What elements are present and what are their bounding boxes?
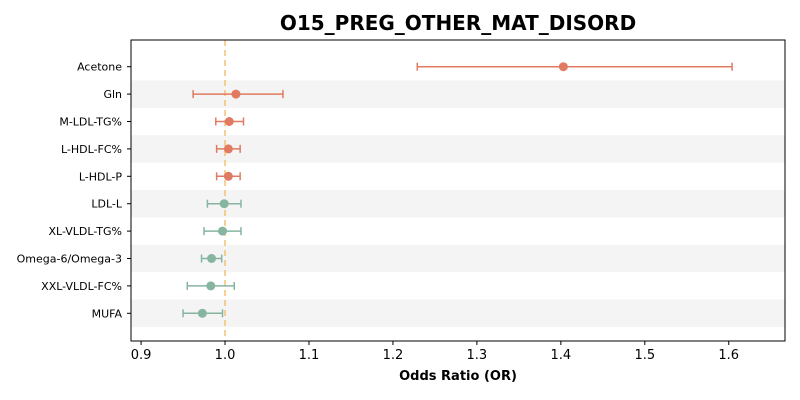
x-tick-label: 1.6: [718, 348, 739, 363]
y-tick-label: XXL-VLDL-FC%: [41, 280, 122, 293]
x-tick-label: 1.1: [299, 348, 320, 363]
or-point: [197, 308, 207, 318]
forest-row: [200, 254, 223, 263]
plot-frame: [130, 39, 786, 342]
x-tick-label: 1.5: [634, 348, 655, 363]
or-point: [206, 281, 216, 291]
y-tick-label: XL-VLDL-TG%: [48, 225, 122, 238]
x-tick-label: 1.3: [467, 348, 488, 363]
y-tick-label: MUFA: [92, 307, 123, 320]
x-tick-label: 1.2: [383, 348, 404, 363]
y-tick-label: LDL-L: [91, 198, 123, 211]
row-band: [131, 244, 785, 273]
forest-row: [215, 171, 241, 181]
forest-row: [203, 226, 242, 236]
chart-title: O15_PREG_OTHER_MAT_DISORD: [280, 11, 636, 35]
y-tick-label: Gln: [103, 88, 122, 101]
or-point: [231, 89, 241, 99]
or-point: [219, 199, 229, 209]
y-tick-label: L-HDL-P: [79, 170, 123, 183]
or-point: [218, 226, 228, 236]
x-axis-label: Odds Ratio (OR): [399, 369, 517, 384]
y-tick-label: Acetone: [77, 61, 122, 74]
forest-row: [186, 281, 236, 291]
or-point: [223, 144, 233, 154]
x-tick-label: 1.0: [215, 348, 236, 363]
forest-row: [416, 62, 733, 72]
or-point: [558, 62, 568, 72]
or-point: [207, 254, 217, 263]
forest-row: [215, 117, 245, 126]
x-tick-label: 1.4: [550, 348, 571, 363]
y-tick-label: M-LDL-TG%: [59, 116, 122, 129]
y-tick-label: L-HDL-FC%: [61, 143, 122, 156]
y-axis-ticks: Acetone Gln M-LDL-TG% L-HDL-FC% L-HDL-P LDL-L…: [17, 61, 131, 320]
y-tick-label: Omega-6/Omega-3: [17, 253, 122, 266]
or-point: [224, 117, 234, 126]
row-band: [131, 299, 785, 327]
row-bands: [131, 80, 785, 327]
forest-row: [206, 199, 242, 209]
or-point: [223, 171, 233, 181]
forest-rows: [182, 62, 733, 318]
x-tick-label: 0.9: [131, 348, 152, 363]
forest-row: [182, 308, 224, 318]
x-axis-ticks: 0.9 1.0 1.1 1.2 1.3 1.4 1.5 1.6: [131, 341, 739, 363]
forest-row: [215, 144, 241, 154]
forest-row: [192, 89, 284, 99]
